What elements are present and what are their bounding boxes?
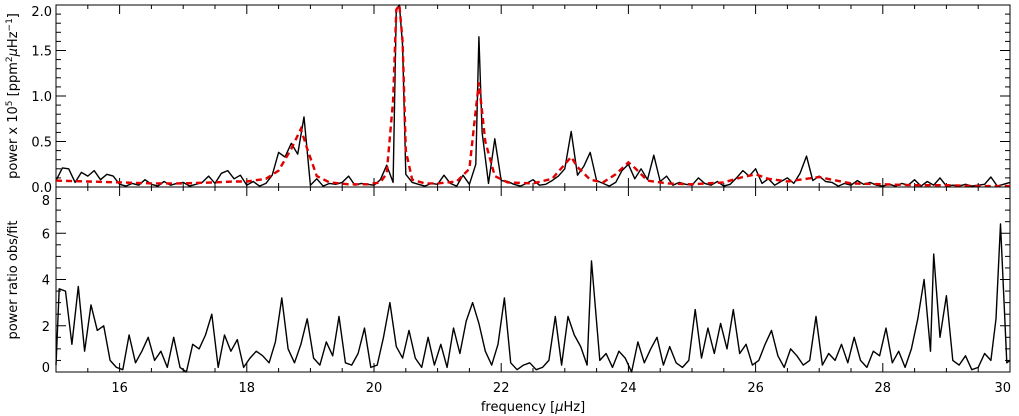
top-y-axis-label: power x 105 [ppm2μHz−1] <box>5 13 21 179</box>
fit-power-line <box>55 1 1010 188</box>
top-panel: 0.0 0.5 1.0 1.5 2.0 power x 105 [ppm2μHz−1] <box>5 1 1011 196</box>
top-panel-tick-labels: 0.0 0.5 1.0 1.5 2.0 <box>31 5 52 196</box>
power-ratio-line <box>55 223 1011 373</box>
observed-power-line <box>55 4 1011 187</box>
x-tick-label: 30 <box>994 381 1011 396</box>
top-panel-ticks <box>55 4 1011 188</box>
y-tick-label: 0.0 <box>31 181 52 196</box>
top-panel-frame <box>55 4 1011 188</box>
y-tick-label: 0 <box>42 361 50 376</box>
y-tick-label: 4 <box>42 274 50 289</box>
x-tick-label: 18 <box>239 381 256 396</box>
y-tick-label: 8 <box>42 194 50 209</box>
y-tick-label: 2 <box>42 320 50 335</box>
x-tick-label: 20 <box>366 381 383 396</box>
x-tick-label: 24 <box>620 381 637 396</box>
x-tick-label: 22 <box>493 381 510 396</box>
y-tick-label: 2.0 <box>31 5 52 20</box>
x-tick-label: 26 <box>747 381 764 396</box>
bottom-y-axis-label: power ratio obs/fit <box>6 220 21 339</box>
y-tick-label: 1.0 <box>31 90 52 105</box>
y-tick-label: 1.5 <box>31 45 52 60</box>
bottom-panel-frame <box>55 186 1011 373</box>
bottom-panel-ticks <box>55 186 1011 373</box>
y-tick-label: 0.5 <box>31 136 52 151</box>
y-tick-label: 6 <box>42 227 50 242</box>
x-tick-label: 16 <box>111 381 128 396</box>
x-axis-label: frequency [μHz] <box>481 400 585 415</box>
x-tick-label: 28 <box>875 381 892 396</box>
